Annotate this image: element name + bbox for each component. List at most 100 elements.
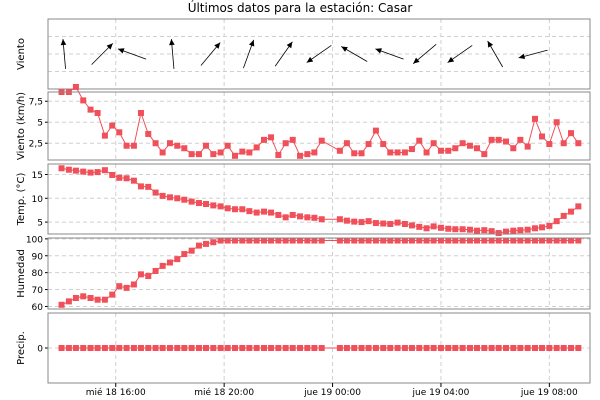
panel-background xyxy=(48,238,590,309)
data-point xyxy=(217,149,224,156)
data-point xyxy=(224,345,231,351)
data-point xyxy=(174,195,181,202)
data-point xyxy=(188,151,195,158)
data-point xyxy=(387,221,394,227)
data-point xyxy=(101,132,108,139)
data-point xyxy=(65,166,72,173)
data-point xyxy=(560,212,567,219)
data-point xyxy=(372,345,379,351)
data-point xyxy=(336,216,343,223)
data-point xyxy=(423,345,430,351)
data-point xyxy=(502,345,509,351)
wind-arrow-head xyxy=(375,48,382,54)
data-point xyxy=(546,345,553,351)
data-point xyxy=(304,214,311,221)
data-point xyxy=(231,152,238,159)
data-point xyxy=(517,227,524,234)
wind-arrow-head xyxy=(169,39,175,46)
data-point xyxy=(224,142,231,149)
data-point xyxy=(372,127,379,134)
data-point xyxy=(297,213,304,220)
x-tick-label: jue 19 04:00 xyxy=(412,388,470,398)
data-point xyxy=(195,151,202,158)
y-tick-label: 80 xyxy=(32,269,44,279)
panel-background xyxy=(48,92,590,160)
data-point xyxy=(188,247,195,254)
data-point xyxy=(387,237,394,244)
data-point xyxy=(416,223,423,230)
data-point xyxy=(380,141,387,148)
data-point xyxy=(560,140,567,147)
data-point xyxy=(246,237,253,244)
data-point xyxy=(297,152,304,159)
data-point xyxy=(351,218,358,225)
data-point xyxy=(239,345,246,351)
data-point xyxy=(531,345,538,351)
data-point xyxy=(445,225,452,232)
data-point xyxy=(289,136,296,143)
data-point xyxy=(502,228,509,235)
data-point xyxy=(452,226,459,233)
data-point xyxy=(239,206,246,213)
data-point xyxy=(343,217,350,224)
data-point xyxy=(123,284,130,291)
data-point xyxy=(481,345,488,351)
data-point xyxy=(510,237,517,244)
data-point xyxy=(159,192,166,199)
wind-arrow-head xyxy=(117,48,125,54)
data-point xyxy=(568,237,575,244)
chart-title: Últimos datos para la estación: Casar xyxy=(188,0,413,15)
data-point xyxy=(123,175,130,182)
data-point xyxy=(145,183,152,190)
data-point xyxy=(531,237,538,244)
data-point xyxy=(275,151,282,158)
data-point xyxy=(174,256,181,263)
data-point xyxy=(130,142,137,149)
data-point xyxy=(152,140,159,147)
data-point xyxy=(372,237,379,244)
data-point xyxy=(539,237,546,244)
data-point xyxy=(531,225,538,232)
data-point xyxy=(466,142,473,149)
data-point xyxy=(195,345,202,351)
data-point xyxy=(116,129,123,136)
data-point xyxy=(195,200,202,207)
data-point xyxy=(268,237,275,244)
data-point xyxy=(181,251,188,258)
data-point xyxy=(152,345,159,351)
data-point xyxy=(253,144,260,151)
data-point xyxy=(101,296,108,303)
data-point xyxy=(224,205,231,212)
data-point xyxy=(437,237,444,244)
data-point xyxy=(575,237,582,244)
data-point xyxy=(481,227,488,234)
wind-arrow xyxy=(117,48,147,60)
y-tick-label: 100 xyxy=(26,235,43,245)
data-point xyxy=(94,345,101,351)
data-point xyxy=(116,283,123,290)
data-point xyxy=(488,345,495,351)
y-tick-label: 10 xyxy=(32,195,44,205)
y-axis-label: Humedad xyxy=(16,249,27,298)
wind-arrow-head xyxy=(286,41,293,49)
data-point xyxy=(365,218,372,225)
wind-arrow xyxy=(60,39,67,69)
data-point xyxy=(166,345,173,351)
data-point xyxy=(202,201,209,207)
data-point xyxy=(246,345,253,351)
data-point xyxy=(387,149,394,156)
data-point xyxy=(473,227,480,234)
data-point xyxy=(560,237,567,244)
y-tick-label: 5 xyxy=(37,119,43,129)
data-point xyxy=(109,171,116,178)
y-tick-label: 5 xyxy=(37,219,43,229)
data-point xyxy=(275,211,282,218)
panel-background xyxy=(48,164,590,234)
data-point xyxy=(188,345,195,351)
data-point xyxy=(72,345,79,351)
data-point xyxy=(297,237,304,244)
data-point xyxy=(380,345,387,351)
data-point xyxy=(210,151,217,158)
data-point xyxy=(568,130,575,137)
